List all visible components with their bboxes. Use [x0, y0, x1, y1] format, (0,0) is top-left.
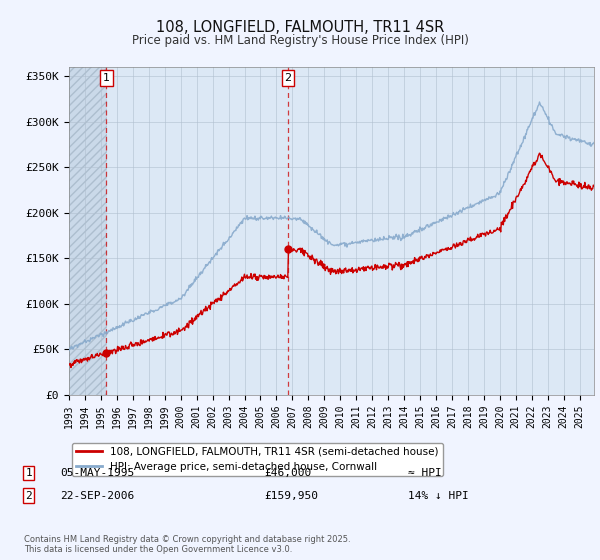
Text: 05-MAY-1995: 05-MAY-1995 — [60, 468, 134, 478]
Text: 22-SEP-2006: 22-SEP-2006 — [60, 491, 134, 501]
Text: £159,950: £159,950 — [264, 491, 318, 501]
Text: £46,000: £46,000 — [264, 468, 311, 478]
Text: 108, LONGFIELD, FALMOUTH, TR11 4SR: 108, LONGFIELD, FALMOUTH, TR11 4SR — [156, 20, 444, 35]
Text: Price paid vs. HM Land Registry's House Price Index (HPI): Price paid vs. HM Land Registry's House … — [131, 34, 469, 46]
Text: 1: 1 — [103, 73, 110, 83]
Text: ≈ HPI: ≈ HPI — [408, 468, 442, 478]
Text: 1: 1 — [25, 468, 32, 478]
Text: Contains HM Land Registry data © Crown copyright and database right 2025.
This d: Contains HM Land Registry data © Crown c… — [24, 535, 350, 554]
Text: 2: 2 — [284, 73, 292, 83]
Legend: 108, LONGFIELD, FALMOUTH, TR11 4SR (semi-detached house), HPI: Average price, se: 108, LONGFIELD, FALMOUTH, TR11 4SR (semi… — [71, 442, 443, 476]
Text: 14% ↓ HPI: 14% ↓ HPI — [408, 491, 469, 501]
Text: 2: 2 — [25, 491, 32, 501]
